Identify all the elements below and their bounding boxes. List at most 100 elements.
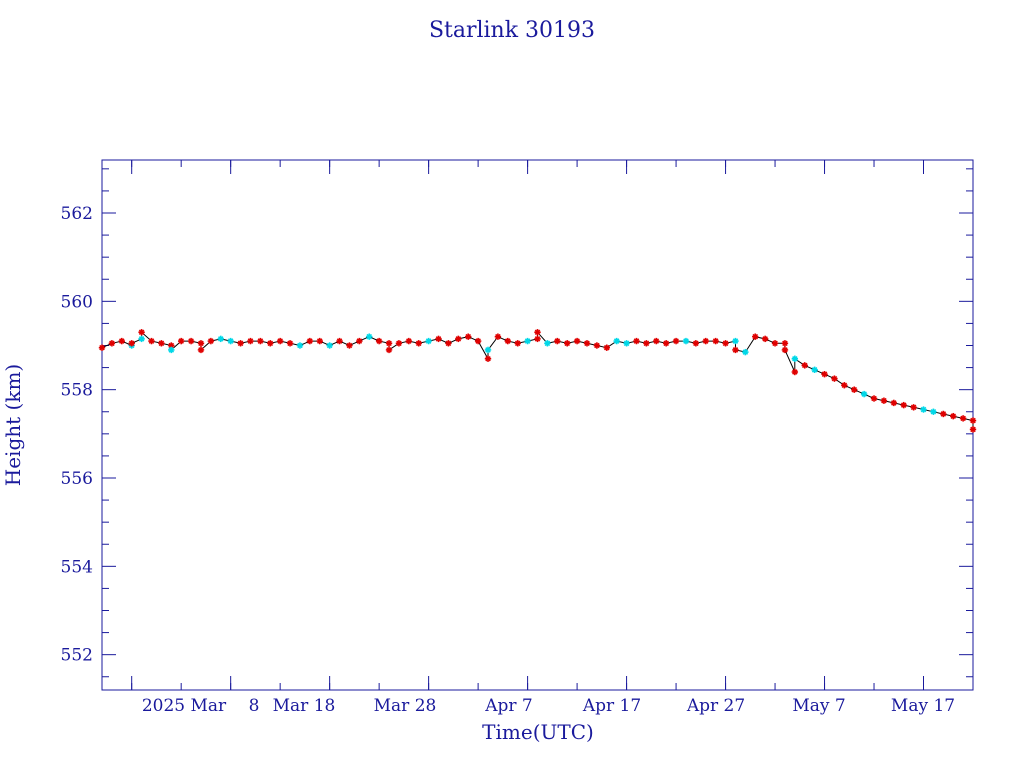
x-tick-label: Apr 27: [686, 696, 745, 716]
data-point: [405, 337, 413, 345]
data-point: [128, 340, 135, 347]
data-point: [177, 337, 185, 345]
data-point: [831, 375, 838, 382]
data-point: [821, 371, 828, 378]
y-tick-label: 554: [61, 557, 93, 577]
data-point: [276, 337, 284, 345]
data-point: [682, 337, 690, 345]
x-tick-label: May 7: [792, 696, 845, 716]
data-point: [138, 329, 145, 336]
data-point: [910, 404, 917, 411]
data-point: [692, 340, 700, 347]
data-point: [563, 340, 571, 347]
data-point: [425, 337, 432, 345]
data-point: [969, 426, 977, 433]
data-point: [474, 337, 482, 345]
data-point: [791, 355, 799, 362]
x-tick-label: 2025 Mar: [142, 696, 227, 716]
data-point: [296, 342, 304, 349]
series-line: [101, 330, 974, 430]
data-point: [257, 337, 264, 345]
data-point: [465, 333, 472, 340]
data-point: [732, 346, 739, 354]
data-point: [484, 346, 492, 354]
data-point: [237, 340, 244, 347]
data-point: [781, 340, 789, 347]
data-point: [197, 346, 205, 354]
x-tick-label: Mar 28: [374, 696, 437, 716]
data-point: [811, 366, 818, 373]
data-point: [722, 340, 729, 347]
data-point: [375, 337, 383, 345]
chart-title: Starlink 30193: [429, 18, 595, 43]
data-point: [603, 344, 610, 351]
data-point: [742, 348, 749, 356]
data-point: [148, 337, 155, 345]
y-tick-label: 556: [61, 469, 93, 489]
data-point: [435, 335, 442, 343]
data-point: [207, 337, 215, 345]
data-point: [672, 337, 680, 345]
series-markers: [98, 329, 977, 433]
data-point: [316, 337, 323, 345]
y-axis: 552 554 556 558 560 562: [61, 168, 973, 678]
data-point: [395, 340, 403, 347]
data-point: [524, 337, 531, 345]
y-tick-label: 560: [61, 292, 93, 312]
x-tick-label: Apr 17: [582, 696, 641, 716]
data-point: [346, 342, 353, 349]
data-point: [385, 340, 393, 347]
data-point: [940, 410, 947, 418]
data-point: [504, 337, 512, 345]
data-point: [554, 337, 561, 345]
data-point: [217, 335, 224, 343]
data-point: [613, 337, 620, 345]
data-point: [712, 337, 719, 345]
data-point: [168, 346, 175, 354]
data-point: [138, 335, 145, 343]
data-point: [534, 329, 541, 336]
data-point: [494, 333, 502, 340]
data-point: [851, 386, 858, 393]
data-point: [623, 340, 630, 347]
data-point: [841, 382, 848, 389]
data-point: [484, 355, 492, 362]
data-point: [306, 337, 314, 345]
data-point: [455, 335, 462, 343]
data-point: [969, 417, 977, 424]
data-point: [197, 340, 205, 347]
y-tick-label: 552: [61, 646, 93, 666]
y-tick-label: 562: [61, 204, 93, 224]
data-point: [801, 362, 808, 369]
data-point: [286, 340, 294, 347]
plot-area: [101, 159, 974, 691]
data-point: [544, 340, 551, 347]
data-point: [445, 340, 452, 347]
data-point: [326, 342, 333, 349]
data-point: [534, 335, 541, 343]
data-point: [108, 340, 116, 347]
data-point: [633, 337, 640, 345]
data-point: [514, 340, 521, 347]
data-point: [791, 368, 799, 376]
x-axis-label: Time(UTC): [482, 720, 594, 744]
data-point: [356, 337, 363, 345]
data-point: [158, 340, 165, 347]
x-axis: 2025 Mar 8 Mar 18 Mar 28 Apr 7 Apr 17 Apr 27 M…: [131, 160, 974, 716]
y-tick-label: 558: [61, 381, 93, 401]
data-point: [930, 408, 937, 415]
data-point: [732, 337, 739, 345]
data-point: [98, 344, 106, 351]
data-point: [890, 399, 898, 407]
data-point: [653, 337, 660, 345]
x-tick-label: May 17: [891, 696, 955, 716]
data-point: [880, 397, 888, 404]
data-point: [643, 340, 650, 347]
data-point: [860, 390, 868, 398]
data-point: [900, 401, 907, 409]
x-tick-label: Mar 18: [273, 696, 336, 716]
data-point: [593, 342, 601, 349]
data-point: [118, 337, 125, 345]
data-point: [573, 337, 581, 345]
